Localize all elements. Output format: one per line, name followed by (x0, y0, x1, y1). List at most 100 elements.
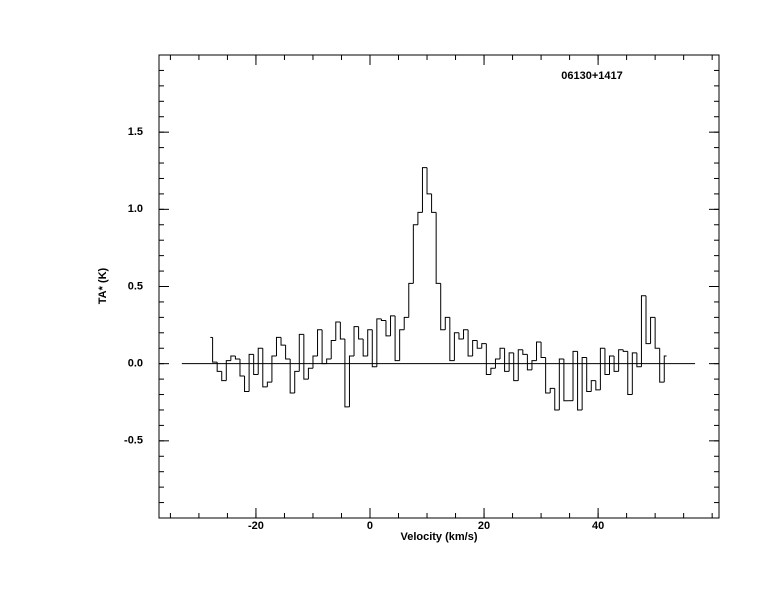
spectrum-channel (485, 343, 491, 375)
spectrum-channel (453, 332, 459, 361)
spectrum-channel (312, 355, 318, 369)
spectrum-channel (449, 317, 455, 362)
y-tick-label: 1.5 (128, 126, 143, 138)
spectrum-channel (257, 347, 263, 375)
spectrum-channel (380, 318, 386, 321)
spectrum-channel (631, 352, 637, 395)
spectrum-channel (394, 315, 400, 362)
spectrum-channel (595, 380, 601, 391)
spectrum-channel (609, 355, 615, 375)
spectrum-channel (339, 321, 345, 340)
plot-frame (158, 54, 720, 519)
spectrum-channel (586, 357, 592, 392)
spectrum-channel (221, 371, 227, 382)
spectrum-channel (494, 358, 501, 369)
spectrum-channel (303, 334, 309, 380)
spectrum-channel (604, 348, 610, 375)
spectrum-channel (513, 352, 519, 382)
spectrum-channel (426, 167, 432, 195)
spectrum-channel (348, 355, 355, 407)
spectrum-channel (399, 329, 405, 361)
spectrum-channel (531, 360, 537, 370)
spectrum-channel (239, 359, 245, 377)
spectrum-channel (444, 316, 450, 330)
spectrum-channel (408, 282, 414, 318)
spectrum-channel (431, 193, 437, 213)
spectrum-channel (654, 317, 660, 349)
spectrum-channel (248, 353, 254, 392)
x-tick-label: 0 (367, 520, 373, 532)
y-tick-label: -0.5 (124, 435, 143, 447)
spectrum-channel (549, 387, 555, 393)
y-tick-label: 0.5 (128, 280, 143, 292)
spectrum-channel (216, 362, 222, 372)
spectrum-channel (358, 326, 364, 340)
spectrum-channel (385, 320, 391, 337)
spectrum-channel (645, 295, 651, 345)
spectrum-channel (640, 295, 647, 367)
spectrum-channel (599, 347, 605, 390)
spectrum-channel (545, 357, 551, 394)
spectrum-channel (499, 347, 505, 360)
spectrum-channel (572, 350, 578, 401)
spectrum-channel (307, 367, 313, 380)
spectrum-channel (371, 329, 377, 368)
spectrum-channel (476, 340, 482, 349)
spectrum-channel (266, 381, 272, 387)
y-tick-label: 1.0 (128, 203, 143, 215)
spectrum-channel (618, 349, 624, 372)
spectrum-channel (390, 315, 396, 336)
spectrum-channel (490, 367, 496, 375)
x-tick-label: 20 (478, 520, 490, 532)
spectrum-channel (376, 318, 382, 367)
spectrum-channel (403, 316, 409, 330)
spectrum-channel (563, 359, 569, 402)
spectrum-channel (458, 332, 464, 340)
spectrum-channel (435, 212, 441, 284)
spectrum-channel (362, 338, 368, 357)
spectrum-channel (262, 348, 268, 388)
spectrum-channel (440, 283, 446, 331)
spectrum-channel (613, 355, 619, 372)
spectrum-channel (536, 341, 542, 361)
x-tick-label: -20 (248, 520, 264, 532)
spectrum-channel (253, 354, 259, 375)
spectrum-channel (230, 355, 236, 361)
spectrum-channel (558, 358, 564, 410)
spectrum-channel (353, 326, 359, 356)
spectrum-channel (234, 355, 240, 360)
spectrum-channel (244, 376, 250, 392)
spectrum-channel (522, 349, 528, 355)
spectrum-channel (317, 329, 323, 356)
spectrum-channel (289, 359, 295, 394)
x-axis-label: Velocity (km/s) (400, 531, 477, 543)
spectrum-channel (659, 348, 665, 383)
x-tick-label: 40 (592, 520, 604, 532)
annotation: 06130+1417 (561, 70, 622, 82)
spectrum-channel (508, 352, 514, 372)
spectrum-channel (481, 343, 487, 349)
spectrum-channel (554, 388, 560, 411)
spectrum-channel (285, 345, 291, 360)
spectrum-channel (280, 337, 286, 346)
spectrum-channel (504, 348, 510, 372)
spectrum-channel (463, 329, 469, 339)
spectrum-channel (650, 316, 656, 344)
spectrum-channel (344, 338, 350, 408)
spectrum-channel (622, 349, 628, 352)
spectrum-channel (581, 356, 587, 410)
spectrum-channel (321, 329, 327, 365)
spectrum-channel (326, 358, 332, 364)
spectrum-channel (472, 340, 478, 356)
spectrum-channel (225, 360, 231, 381)
spectrum-channel (335, 321, 341, 341)
spectrum-channel (636, 352, 642, 368)
spectrum-channel (526, 354, 532, 371)
spectrum-channel (294, 370, 300, 393)
y-axis-label: TA* (K) (97, 267, 109, 304)
spectrum-channel (275, 336, 282, 356)
spectrum-channel (577, 351, 583, 411)
spectrum-channel (367, 329, 373, 356)
spectrum-channel (417, 211, 423, 225)
